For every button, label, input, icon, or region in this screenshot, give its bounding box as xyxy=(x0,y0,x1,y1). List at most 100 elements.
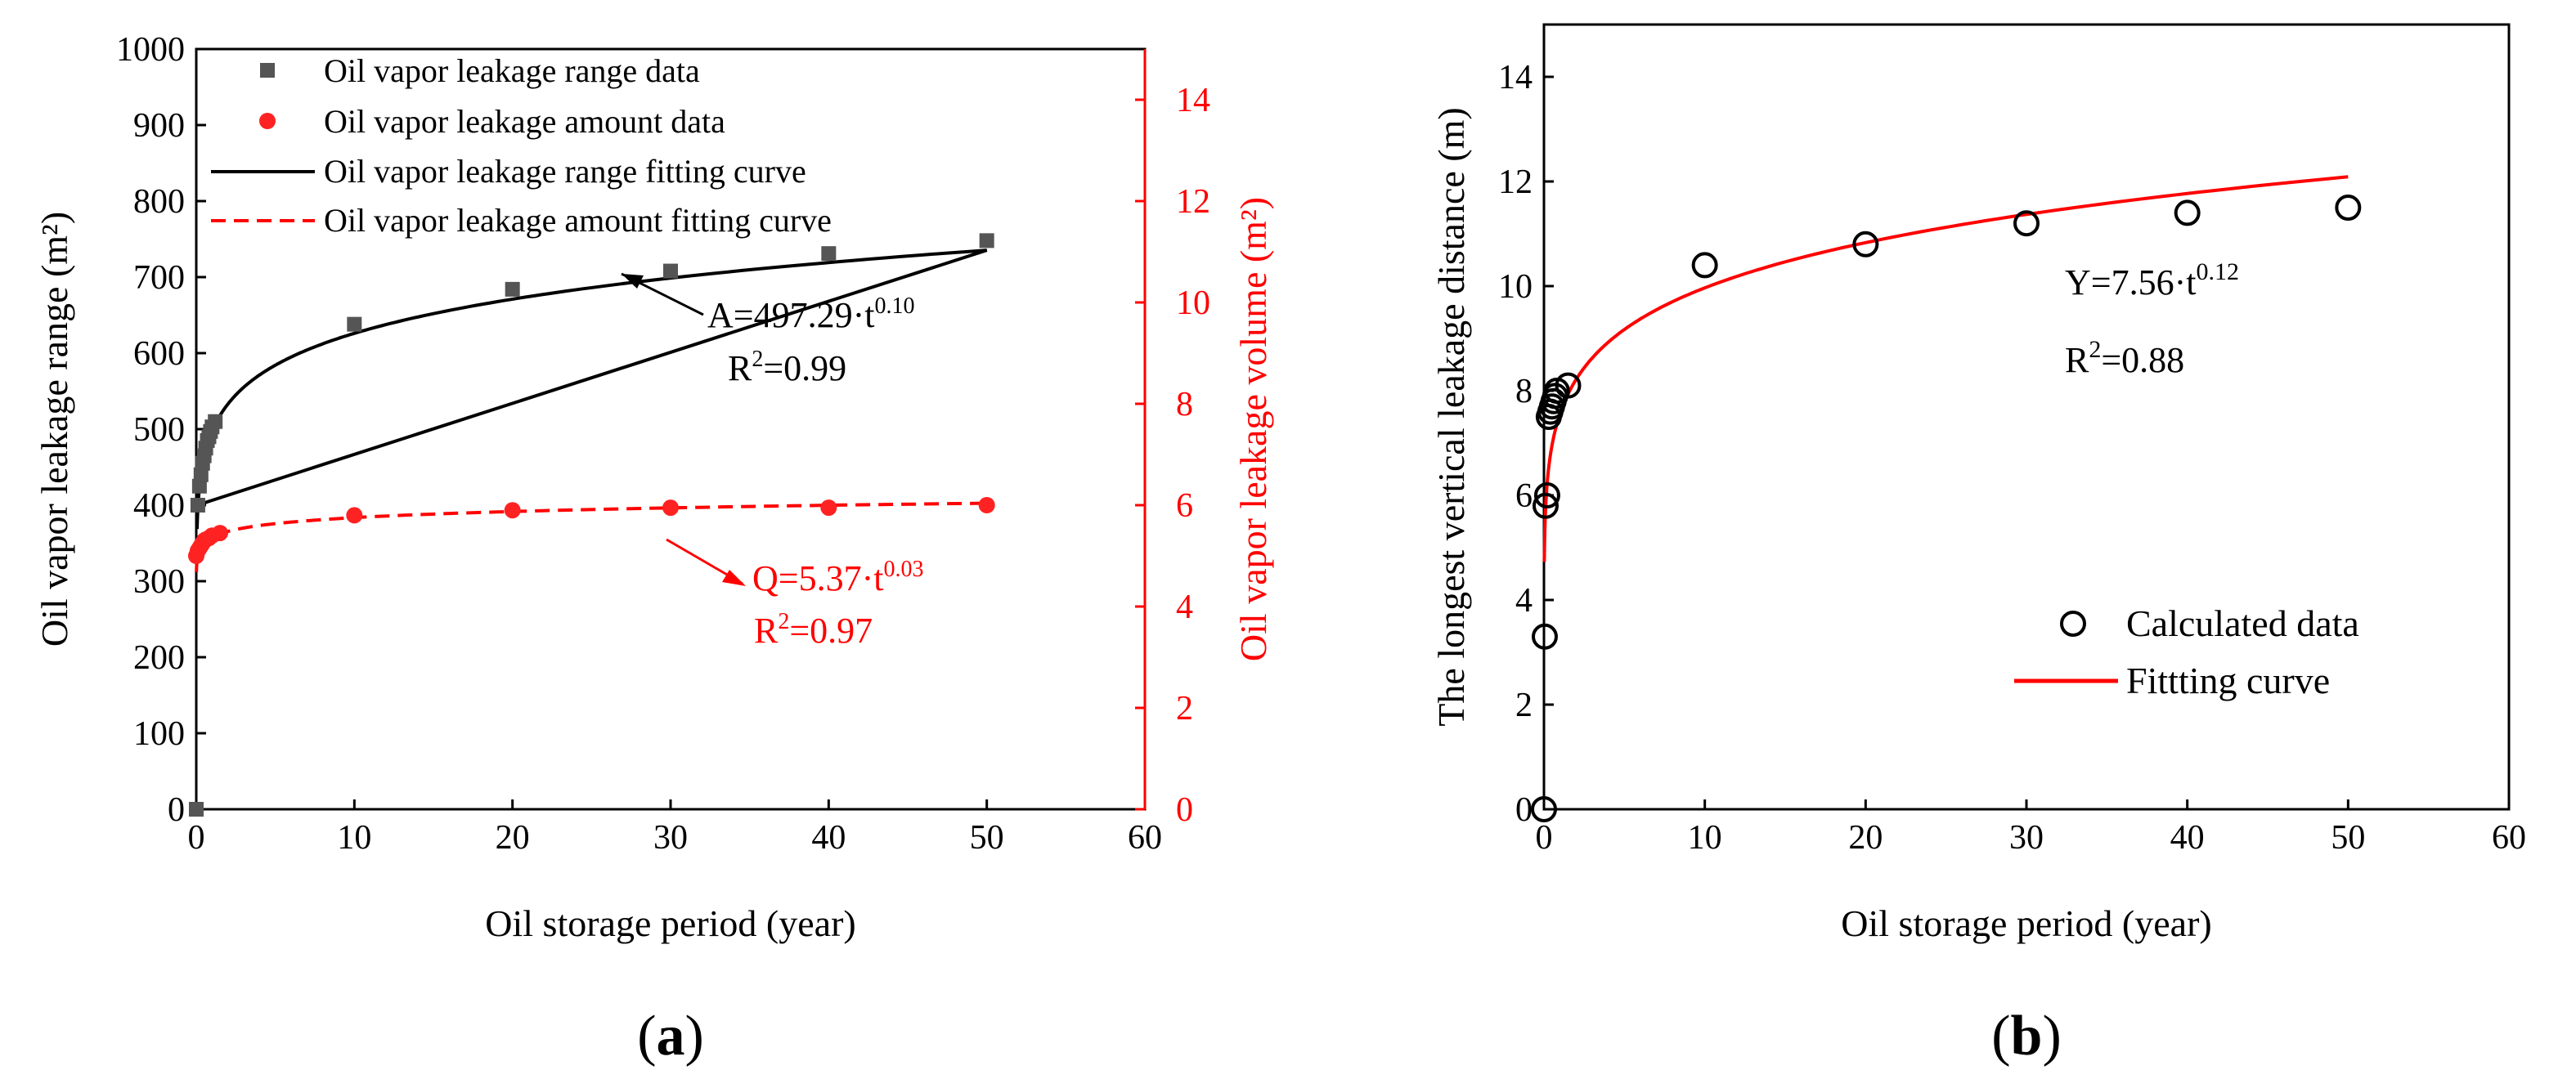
panel-b-x-tick-label: 50 xyxy=(2331,819,2365,857)
panel-a-x-tick-label: 50 xyxy=(970,819,1004,857)
panel-a-range-data-point xyxy=(663,263,678,279)
panel-a-data-marks xyxy=(188,233,995,817)
panel-a-left-y-tick-label: 200 xyxy=(133,639,185,677)
panel-a-amount-data-point xyxy=(662,499,679,517)
panel-a-range-eq-lhs: A=497.29·t xyxy=(707,295,874,335)
panel-a-amount-data-point xyxy=(504,502,521,519)
panel-b-legend-circle-marker xyxy=(2060,611,2086,637)
panel-b-x-tick-label: 0 xyxy=(1536,819,1553,857)
panel-b-ticks: 0 10 20 30 40 50 60 0 2 4 6 8 10 12 14 xyxy=(1498,59,2526,857)
panel-b-data-point xyxy=(1533,482,1560,508)
panel-a-amount-data-point xyxy=(820,499,837,517)
panel-b-x-tick-label: 20 xyxy=(1848,819,1883,857)
panel-b-y-tick-label: 4 xyxy=(1515,582,1533,620)
panel-b-letter: b xyxy=(2011,1005,2043,1068)
panel-b-y-tick-label: 8 xyxy=(1515,373,1533,410)
panel-a-range-fit-curve xyxy=(195,248,988,530)
panel-a-x-tick-label: 30 xyxy=(653,819,688,857)
panel-b-data-point xyxy=(1691,252,1718,279)
panel-a-range-data-point xyxy=(193,467,209,482)
panel-a-left-y-tick-label: 1000 xyxy=(116,31,185,69)
panel-b-data-point xyxy=(1531,796,1557,822)
panel-a-legend-square-marker xyxy=(260,63,275,78)
panel-a-ticks: 0 10 20 30 40 50 60010020030040050060070080090… xyxy=(116,31,1210,857)
panel-b-eq-exponent: 0.12 xyxy=(2196,258,2239,285)
panel-b-x-tick-label: 40 xyxy=(2170,819,2205,857)
panel-a-amount-eq-exponent: 0.03 xyxy=(883,557,923,582)
panel-a-range-data-point xyxy=(191,478,207,494)
panel-a-right-y-tick-label: 12 xyxy=(1176,183,1210,221)
panel-b-r2: R2=0.88 xyxy=(2065,336,2184,380)
panel-a-right-y-axis-title-text: Oil vapor leakage volume (m²) xyxy=(1232,197,1274,661)
panel-a-right-y-tick-label: 6 xyxy=(1176,487,1193,525)
panel-a-range-r2-prefix: R xyxy=(728,348,752,388)
panel-b-eq-lhs: Y=7.56·t xyxy=(2065,262,2196,302)
panel-b-y-tick-label: 10 xyxy=(1498,268,1533,306)
panel-a-x-tick-label: 60 xyxy=(1128,819,1162,857)
panel-a-range-data-point xyxy=(208,414,223,429)
panel-a-left-y-tick-label: 100 xyxy=(133,715,185,753)
panel-a-amount-r2-prefix: R xyxy=(754,611,779,651)
panel-a-range-annotation-arrowhead xyxy=(622,274,644,289)
panel-a-amount-data-point xyxy=(978,497,995,513)
panel-b-data-point xyxy=(2013,210,2040,237)
panel-b-r2-sup: 2 xyxy=(2089,336,2101,363)
panel-a-chart: 0 10 20 30 40 50 60010020030040050060070080090… xyxy=(34,31,1274,1068)
panel-a-right-y-tick-label: 8 xyxy=(1176,386,1193,423)
panel-b-x-tick-label: 10 xyxy=(1688,819,1722,857)
panel-a-range-data-point xyxy=(190,498,205,513)
panel-a-left-y-tick-label: 500 xyxy=(133,411,185,449)
panel-b-r2-prefix: R xyxy=(2065,340,2089,380)
panel-a-left-y-tick-label: 300 xyxy=(133,563,185,601)
panel-a-amount-equation: Q=5.37·t0.03 xyxy=(752,557,923,598)
panel-a-legend-entry-4: Oil vapor leakage amount fitting curve xyxy=(324,202,832,239)
panel-b-chart: 0 10 20 30 40 50 60 0 2 4 6 8 10 12 14 Oil storage per… xyxy=(1430,23,2526,1068)
panel-a-range-data-point xyxy=(347,316,362,332)
panel-a-right-y-tick-label: 14 xyxy=(1176,82,1210,119)
panel-b-label: (b) xyxy=(1991,1005,2062,1068)
panel-a-left-y-tick-label: 800 xyxy=(133,183,185,221)
panel-b-legend-entry-2: Fittting curve xyxy=(2126,660,2330,701)
panel-b-y-tick-label: 12 xyxy=(1498,163,1533,201)
panel-a-right-y-tick-label: 10 xyxy=(1176,284,1210,322)
panel-a-right-y-axis-title: Oil vapor leakage volume (m²) xyxy=(1232,197,1274,661)
panel-a-legend-entry-2: Oil vapor leakage amount data xyxy=(324,103,725,140)
panel-a-left-y-axis-title-text: Oil vapor leakage range (m²) xyxy=(34,212,75,647)
panel-a-range-eq-exponent: 0.10 xyxy=(874,293,914,319)
panel-a-left-y-tick-label: 0 xyxy=(168,791,185,829)
panel-a-amount-eq-lhs: Q=5.37·t xyxy=(752,558,883,598)
panel-b-data-point xyxy=(2335,195,2362,221)
panel-a-letter: a xyxy=(657,1005,685,1068)
panel-b-data-point xyxy=(1555,372,1582,399)
panel-b-x-axis-title: Oil storage period (year) xyxy=(1841,902,2211,944)
panel-b-x-tick-label: 60 xyxy=(2492,819,2526,857)
panel-a-left-y-axis-title: Oil vapor leakage range (m²) xyxy=(34,212,75,647)
panel-a-range-data-point xyxy=(821,246,837,262)
panel-a-legend-entry-1: Oil vapor leakage range data xyxy=(324,52,700,89)
panel-a-x-axis-title: Oil storage period (year) xyxy=(485,902,855,944)
panel-a-amount-r2-sup: 2 xyxy=(778,609,789,634)
panel-a-amount-data-point xyxy=(346,507,363,524)
panel-a-x-tick-label: 0 xyxy=(188,819,205,857)
panel-a-left-y-tick-label: 400 xyxy=(133,487,185,525)
panel-a-right-y-tick-label: 2 xyxy=(1176,690,1193,728)
panel-a-x-tick-label: 10 xyxy=(337,819,371,857)
panel-b-data-point xyxy=(1852,231,1879,257)
panel-a-amount-fit-annotation: Q=5.37·t0.03 R2=0.97 xyxy=(666,538,923,651)
panel-a-range-equation: A=497.29·t0.10 xyxy=(707,293,914,335)
panel-a-right-y-tick-label: 0 xyxy=(1176,791,1193,829)
panel-a-left-y-tick-label: 900 xyxy=(133,107,185,145)
panel-b-y-tick-label: 6 xyxy=(1515,477,1533,515)
panel-b-y-tick-label: 0 xyxy=(1515,791,1533,829)
panel-a-range-data-point xyxy=(979,233,994,248)
panel-b-legend-entry-1: Calculated data xyxy=(2126,602,2359,644)
panel-b-data-marks xyxy=(1531,175,2362,822)
panel-b-data-point xyxy=(1531,623,1558,650)
panel-b-y-axis-title: The longest vertical leakage distance (m… xyxy=(1430,107,1472,726)
panel-a-amount-r2-value: =0.97 xyxy=(789,611,873,651)
panel-a-x-tick-label: 20 xyxy=(496,819,530,857)
panel-a-amount-r2: R2=0.97 xyxy=(754,609,873,651)
panel-a-range-fit-annotation: A=497.29·t0.10 R2=0.99 xyxy=(621,272,914,388)
panel-a-amount-data-point xyxy=(212,525,228,542)
